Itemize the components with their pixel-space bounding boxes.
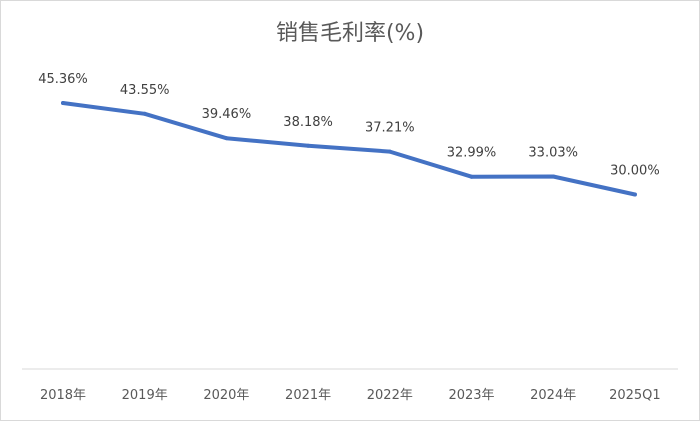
data-point — [551, 174, 556, 179]
x-tick-label: 2022年 — [367, 388, 413, 403]
x-tick-layer: 2018年 2019年 2020年 2021年 2022年 2023年 2024年 2025Q… — [40, 388, 661, 403]
data-label: 45.36% — [38, 72, 88, 87]
data-point — [142, 111, 147, 116]
x-tick-label: 2024年 — [530, 388, 576, 403]
data-label: 32.99% — [447, 146, 497, 161]
data-point — [387, 149, 392, 154]
data-point — [61, 101, 65, 105]
series-line — [61, 101, 637, 197]
x-tick-label: 2025Q1 — [609, 388, 661, 403]
data-label: 30.00% — [610, 164, 660, 179]
data-label-layer: 45.36% 43.55% 39.46% 38.18% 37.21% 32.99% 33.0… — [38, 72, 659, 179]
x-tick-label: 2019年 — [122, 388, 168, 403]
data-point — [469, 174, 474, 179]
data-label: 39.46% — [202, 107, 252, 122]
data-label: 38.18% — [283, 115, 333, 130]
data-point — [632, 192, 637, 197]
x-tick-label: 2020年 — [203, 388, 249, 403]
data-point — [224, 136, 229, 141]
chart-title: 销售毛利率(%) — [276, 21, 424, 46]
x-tick-label: 2018年 — [40, 388, 86, 403]
data-label: 37.21% — [365, 121, 415, 136]
series-layer — [61, 101, 637, 197]
x-tick-label: 2023年 — [448, 388, 494, 403]
data-label: 33.03% — [528, 145, 578, 160]
x-tick-label: 2021年 — [285, 388, 331, 403]
data-label: 43.55% — [120, 83, 170, 98]
data-point — [306, 143, 311, 148]
